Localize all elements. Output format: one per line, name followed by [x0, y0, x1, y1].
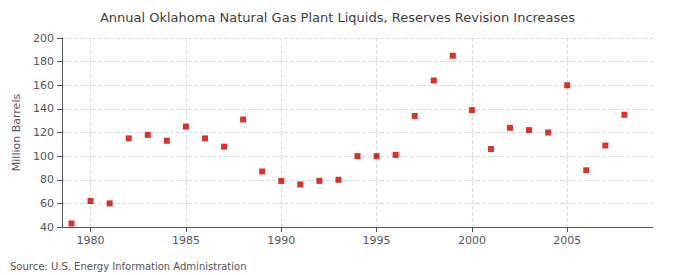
svg-text:80: 80 [40, 173, 54, 186]
svg-text:40: 40 [40, 221, 54, 234]
svg-text:2000: 2000 [458, 234, 486, 247]
svg-text:60: 60 [40, 197, 54, 210]
svg-text:Million Barrels: Million Barrels [10, 94, 23, 172]
svg-text:1985: 1985 [172, 234, 200, 247]
svg-text:1995: 1995 [363, 234, 391, 247]
svg-text:100: 100 [33, 150, 54, 163]
svg-text:1980: 1980 [77, 234, 105, 247]
svg-text:Source: U.S. Energy Informatio: Source: U.S. Energy Information Administ… [10, 261, 247, 272]
svg-text:140: 140 [33, 102, 54, 115]
svg-text:180: 180 [33, 55, 54, 68]
svg-text:200: 200 [33, 32, 54, 45]
svg-text:120: 120 [33, 126, 54, 139]
svg-text:Annual Oklahoma Natural Gas Pl: Annual Oklahoma Natural Gas Plant Liquid… [100, 10, 575, 25]
svg-text:160: 160 [33, 79, 54, 92]
svg-text:1990: 1990 [267, 234, 295, 247]
svg-text:2005: 2005 [553, 234, 581, 247]
